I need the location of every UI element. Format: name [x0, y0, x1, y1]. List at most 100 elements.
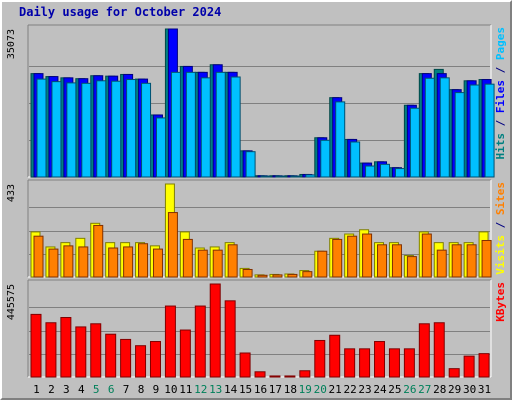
legend-label: Sites [494, 182, 507, 215]
bar-kbytes-day-6 [105, 333, 117, 378]
x-tick-label-day-23: 23 [358, 383, 371, 396]
legend-label: KBytes [494, 282, 507, 322]
chart-title: Daily usage for October 2024 [19, 5, 222, 19]
x-tick-label-day-1: 1 [33, 383, 40, 396]
bar-kbytes-day-20 [314, 339, 326, 378]
x-tick-label-day-21: 21 [329, 383, 342, 396]
bar-pages-day-9 [155, 117, 166, 178]
bar-sites-day-1 [33, 235, 44, 278]
bar-pages-day-23 [365, 165, 376, 178]
bar-kbytes-day-1 [30, 313, 42, 378]
bar-sites-day-30 [466, 244, 477, 278]
bar-pages-day-2 [51, 81, 62, 178]
bar-sites-day-11 [182, 238, 193, 278]
x-tick-label-day-29: 29 [448, 383, 461, 396]
bar-kbytes-day-9 [149, 341, 161, 378]
bar-pages-day-7 [126, 79, 137, 178]
x-tick-label-day-12: 12 [194, 383, 207, 396]
x-tick-label-day-31: 31 [478, 383, 491, 396]
x-tick-label-day-10: 10 [164, 383, 177, 396]
x-tick-label-day-19: 19 [299, 383, 312, 396]
legend-label: Hits [494, 133, 507, 160]
x-tick-label-day-25: 25 [388, 383, 401, 396]
bar-kbytes-day-26 [403, 348, 415, 378]
bar-kbytes-day-4 [75, 326, 87, 378]
bar-pages-day-22 [350, 141, 361, 178]
bar-sites-day-17 [272, 274, 283, 278]
bar-pages-day-4 [81, 82, 92, 178]
x-tick-label-day-6: 6 [108, 383, 115, 396]
bar-pages-day-19 [305, 174, 316, 178]
x-tick-label-day-11: 11 [179, 383, 192, 396]
bar-kbytes-day-7 [120, 338, 132, 378]
bar-kbytes-day-28 [433, 322, 445, 378]
bar-sites-day-14 [227, 244, 238, 278]
bar-kbytes-day-27 [418, 323, 430, 378]
bar-sites-day-24 [377, 244, 388, 278]
x-tick-label-day-2: 2 [48, 383, 55, 396]
legend-label: / [494, 60, 507, 80]
x-tick-label-day-18: 18 [284, 383, 297, 396]
legend-label: / [494, 113, 507, 133]
bar-pages-day-17 [275, 175, 286, 178]
bar-kbytes-day-14 [224, 300, 236, 378]
bar-pages-day-13 [215, 71, 226, 178]
x-tick-label-day-24: 24 [373, 383, 387, 396]
bar-sites-day-7 [123, 246, 134, 278]
bar-sites-day-20 [317, 250, 328, 278]
bar-kbytes-day-17 [269, 375, 281, 378]
bar-kbytes-day-15 [239, 352, 251, 378]
bar-pages-day-27 [424, 77, 435, 178]
bar-sites-day-5 [93, 224, 104, 278]
bar-kbytes-day-18 [284, 375, 296, 378]
bar-pages-day-31 [484, 83, 495, 178]
bar-pages-day-25 [394, 168, 405, 178]
bar-sites-day-26 [406, 256, 417, 278]
bar-sites-day-22 [347, 235, 358, 278]
bar-kbytes-day-23 [359, 348, 371, 378]
bar-pages-day-21 [335, 101, 346, 178]
bar-kbytes-day-3 [60, 317, 72, 378]
bar-kbytes-day-8 [135, 345, 147, 378]
bar-pages-day-12 [200, 77, 211, 178]
x-tick-label-day-27: 27 [418, 383, 431, 396]
bar-pages-day-10 [170, 71, 181, 178]
bar-pages-day-14 [230, 76, 241, 178]
panel-hits-legend: Hits / Files / Pages [494, 27, 507, 160]
bar-kbytes-day-22 [344, 348, 356, 378]
bar-sites-day-8 [138, 243, 149, 278]
bar-kbytes-day-25 [388, 348, 400, 378]
x-tick-label-day-8: 8 [138, 383, 145, 396]
bar-sites-day-2 [48, 248, 59, 278]
legend-label: Visits [494, 235, 507, 275]
x-tick-label-day-5: 5 [93, 383, 100, 396]
bar-pages-day-3 [66, 82, 77, 178]
bar-sites-day-19 [302, 271, 313, 278]
x-tick-label-day-15: 15 [239, 383, 252, 396]
bar-kbytes-day-19 [299, 370, 311, 378]
bar-sites-day-16 [257, 274, 268, 278]
bar-sites-day-9 [152, 248, 163, 278]
x-tick-label-day-4: 4 [78, 383, 85, 396]
x-tick-label-day-13: 13 [209, 383, 222, 396]
x-tick-label-day-26: 26 [403, 383, 416, 396]
x-tick-label-day-22: 22 [343, 383, 356, 396]
bar-sites-day-15 [242, 268, 253, 278]
bar-sites-day-4 [78, 246, 89, 278]
bar-pages-day-24 [380, 163, 391, 178]
panel-visits-ymax-label: 433 [6, 184, 17, 202]
bar-kbytes-day-12 [194, 305, 206, 378]
bar-pages-day-8 [141, 82, 152, 178]
bar-kbytes-day-24 [374, 341, 386, 378]
x-tick-label-day-17: 17 [269, 383, 282, 396]
bar-pages-day-15 [245, 151, 256, 178]
x-tick-label-day-30: 30 [463, 383, 476, 396]
bar-sites-day-27 [421, 233, 432, 278]
bar-sites-day-13 [212, 249, 223, 278]
x-tick-label-day-14: 14 [224, 383, 238, 396]
legend-label: / [494, 215, 507, 235]
bar-pages-day-18 [290, 175, 301, 178]
panel-visits-legend: Visits / Sites [494, 182, 507, 275]
